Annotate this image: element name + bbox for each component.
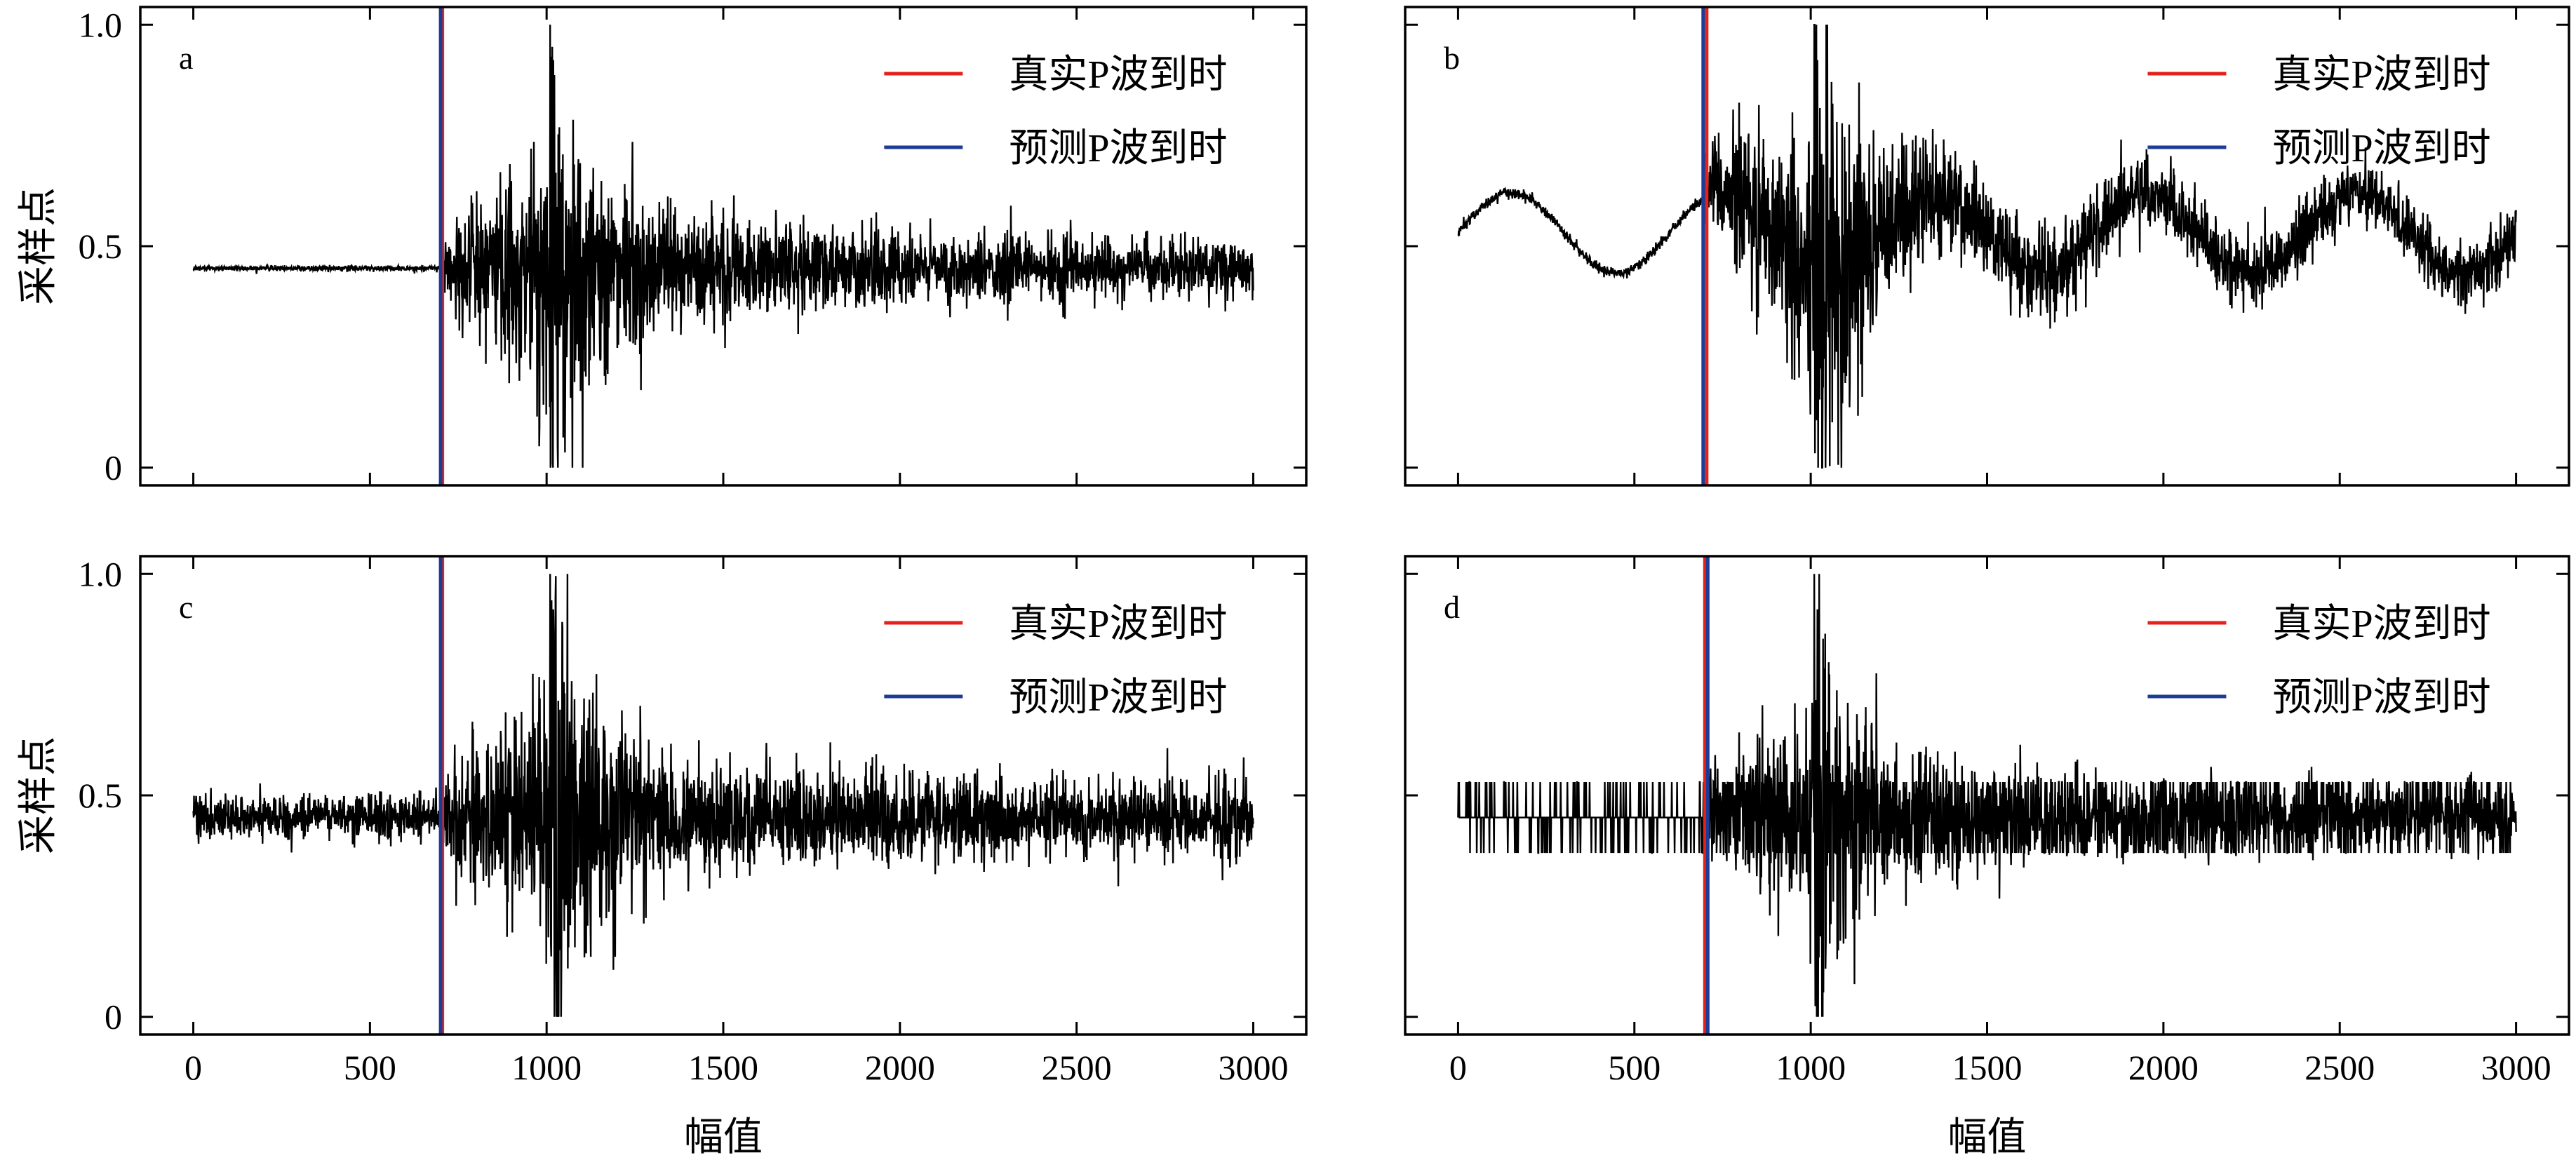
- legend-label: 真实P波到时: [2272, 53, 2490, 97]
- x-tick-label: 3000: [1218, 1048, 1288, 1087]
- x-tick-label: 1000: [1776, 1048, 1846, 1087]
- x-tick-label: 0: [1449, 1048, 1467, 1087]
- y-tick-label: 1.0: [79, 5, 123, 44]
- legend-label: 真实P波到时: [2272, 602, 2490, 646]
- signal-series-line: [1457, 574, 2517, 1017]
- y-axis-label: 采样点: [17, 187, 60, 305]
- y-axis-label: 采样点: [17, 736, 60, 854]
- legend-label: 真实P波到时: [1009, 602, 1227, 646]
- x-tick-label: 2500: [1042, 1048, 1112, 1087]
- x-tick-label: 2000: [865, 1048, 935, 1087]
- y-tick-label: 0.5: [79, 227, 123, 266]
- x-axis-label: 幅值: [684, 1116, 763, 1159]
- legend-label: 预测P波到时: [2272, 127, 2490, 170]
- y-tick-label: 0: [105, 448, 122, 487]
- legend-label: 预测P波到时: [1009, 676, 1227, 720]
- y-tick-label: 0.5: [79, 776, 123, 815]
- x-axis-label: 幅值: [1948, 1116, 2027, 1159]
- panel-label: b: [1444, 40, 1460, 76]
- legend-label: 预测P波到时: [1009, 127, 1227, 170]
- y-tick-label: 1.0: [79, 554, 123, 593]
- x-tick-label: 0: [185, 1048, 202, 1087]
- x-tick-label: 1500: [1952, 1048, 2022, 1087]
- x-tick-label: 500: [344, 1048, 396, 1087]
- x-tick-label: 1000: [511, 1048, 582, 1087]
- x-tick-label: 500: [1608, 1048, 1661, 1087]
- x-tick-label: 3000: [2481, 1048, 2551, 1087]
- panel-label: d: [1444, 589, 1460, 625]
- signal-series-line: [1457, 24, 2517, 469]
- panel-label: c: [179, 589, 193, 625]
- panel-label: a: [179, 40, 193, 76]
- signal-series-line: [192, 574, 1254, 1018]
- y-tick-label: 0: [105, 997, 122, 1037]
- x-tick-label: 1500: [688, 1048, 758, 1087]
- signal-series-line: [192, 25, 1254, 468]
- legend-label: 预测P波到时: [2272, 676, 2490, 720]
- legend-label: 真实P波到时: [1009, 53, 1227, 97]
- x-tick-label: 2000: [2128, 1048, 2199, 1087]
- x-tick-label: 2500: [2305, 1048, 2375, 1087]
